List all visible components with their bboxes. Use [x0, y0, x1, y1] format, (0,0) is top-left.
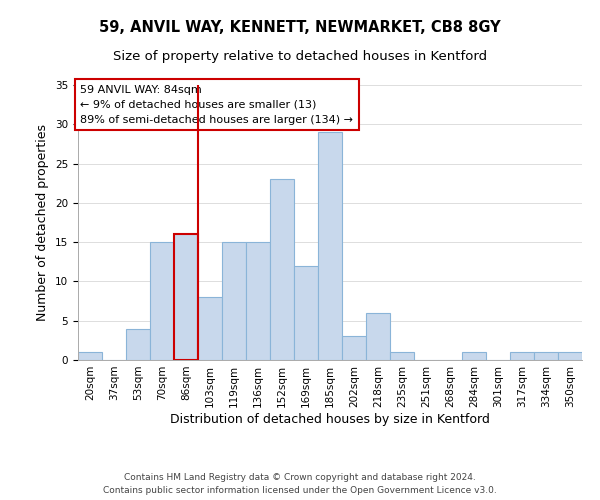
- Y-axis label: Number of detached properties: Number of detached properties: [37, 124, 49, 321]
- Bar: [174, 234, 198, 360]
- Bar: [558, 352, 582, 360]
- X-axis label: Distribution of detached houses by size in Kentford: Distribution of detached houses by size …: [170, 412, 490, 426]
- Bar: [150, 242, 174, 360]
- Bar: [294, 266, 318, 360]
- Text: Contains HM Land Registry data © Crown copyright and database right 2024.
Contai: Contains HM Land Registry data © Crown c…: [103, 473, 497, 495]
- Bar: [366, 313, 390, 360]
- Bar: [78, 352, 102, 360]
- Bar: [390, 352, 414, 360]
- Bar: [510, 352, 534, 360]
- Bar: [270, 180, 294, 360]
- Text: Size of property relative to detached houses in Kentford: Size of property relative to detached ho…: [113, 50, 487, 63]
- Bar: [534, 352, 558, 360]
- Bar: [318, 132, 342, 360]
- Text: 59, ANVIL WAY, KENNETT, NEWMARKET, CB8 8GY: 59, ANVIL WAY, KENNETT, NEWMARKET, CB8 8…: [99, 20, 501, 35]
- Bar: [126, 328, 150, 360]
- Text: 59 ANVIL WAY: 84sqm
← 9% of detached houses are smaller (13)
89% of semi-detache: 59 ANVIL WAY: 84sqm ← 9% of detached hou…: [80, 85, 353, 124]
- Bar: [342, 336, 366, 360]
- Bar: [246, 242, 270, 360]
- Bar: [198, 297, 222, 360]
- Bar: [462, 352, 486, 360]
- Bar: [222, 242, 246, 360]
